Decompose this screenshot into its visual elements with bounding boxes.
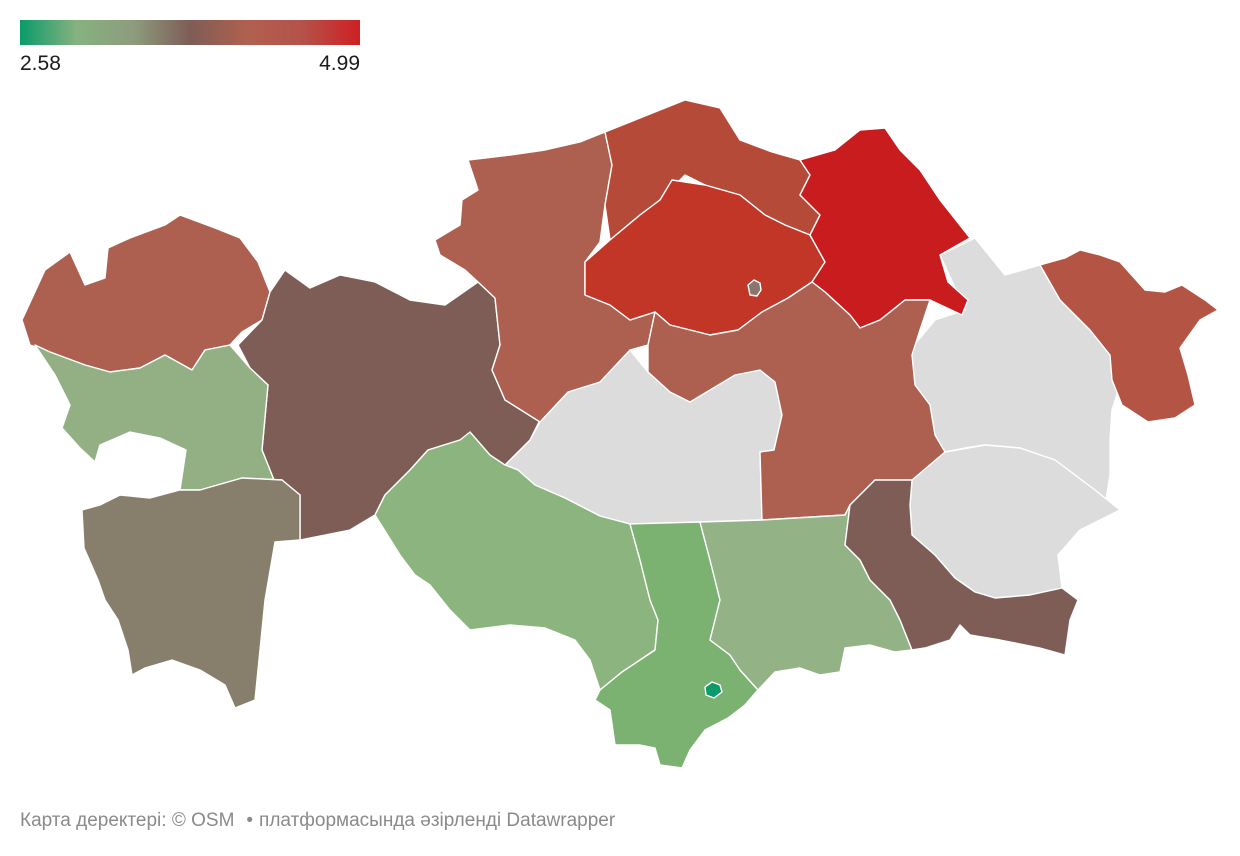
footer-separator: • (246, 810, 254, 831)
map-data-credit: Карта деректері: © OSM (20, 810, 235, 831)
legend-min-label: 2.58 (20, 52, 61, 75)
legend-max-label: 4.99 (319, 52, 360, 75)
legend-gradient-bar (20, 20, 360, 45)
region-almaty-region[interactable] (844, 479, 1079, 656)
footer-credits: Карта деректері: © OSM • платформасында әз… (20, 810, 615, 832)
platform-credit[interactable]: платформасында әзірленді Datawrapper (259, 810, 616, 831)
region-east-kazakhstan[interactable] (1039, 249, 1219, 423)
region-shymkent[interactable] (704, 681, 723, 699)
color-scale-legend: 2.58 4.99 (20, 20, 360, 78)
region-mangystau[interactable] (81, 477, 301, 709)
region-karaganda[interactable] (647, 281, 946, 521)
region-astana[interactable] (747, 279, 762, 297)
